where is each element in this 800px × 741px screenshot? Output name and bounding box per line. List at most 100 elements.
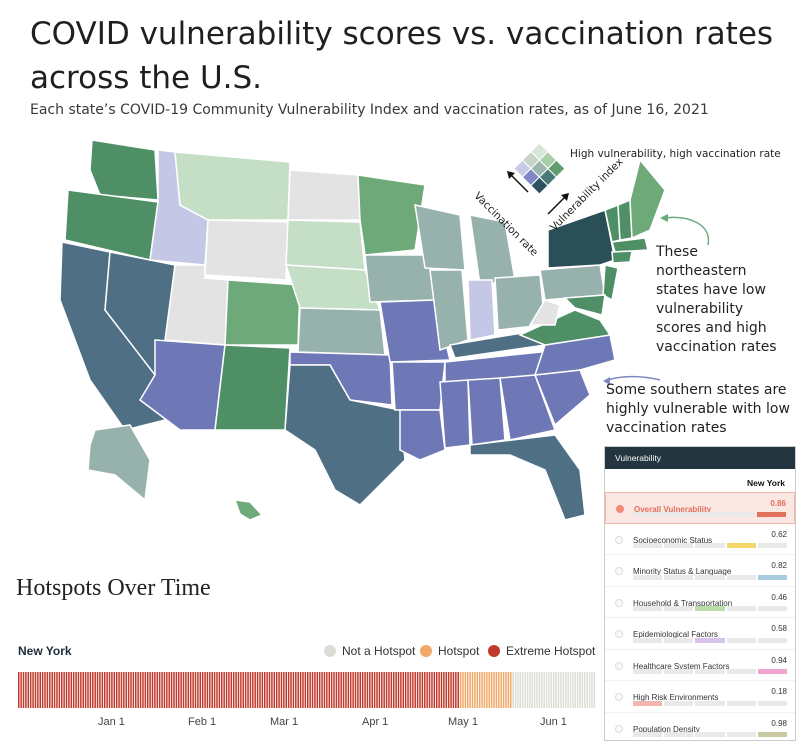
- timeline-day[interactable]: [280, 672, 283, 708]
- timeline-day[interactable]: [553, 672, 555, 708]
- state-pennsylvania[interactable]: [539, 264, 606, 301]
- timeline-day[interactable]: [371, 672, 373, 708]
- timeline-day[interactable]: [400, 672, 402, 708]
- row-radio[interactable]: [615, 661, 623, 670]
- timeline-day[interactable]: [307, 672, 309, 708]
- row-radio[interactable]: [615, 535, 623, 544]
- state-arkansas[interactable]: [391, 361, 446, 411]
- timeline-day[interactable]: [87, 672, 89, 708]
- timeline-day[interactable]: [247, 672, 249, 708]
- timeline-day[interactable]: [252, 672, 254, 708]
- timeline-day[interactable]: [428, 672, 431, 708]
- timeline-day[interactable]: [178, 672, 180, 708]
- timeline-day[interactable]: [502, 672, 505, 708]
- timeline-day[interactable]: [113, 672, 116, 708]
- timeline-day[interactable]: [185, 672, 187, 708]
- timeline-day[interactable]: [218, 672, 221, 708]
- timeline-day[interactable]: [383, 672, 385, 708]
- vulnerability-row[interactable]: Socioeconomic Status 0.62: [605, 524, 795, 555]
- timeline-day[interactable]: [292, 672, 295, 708]
- timeline-day[interactable]: [82, 672, 84, 708]
- state-louisiana[interactable]: [399, 409, 446, 461]
- timeline-day[interactable]: [426, 672, 428, 708]
- hotspot-timeline[interactable]: [18, 672, 596, 708]
- timeline-day[interactable]: [199, 672, 202, 708]
- timeline-day[interactable]: [443, 672, 445, 708]
- vulnerability-row[interactable]: High Risk Environments 0.18: [605, 681, 795, 713]
- timeline-day[interactable]: [455, 672, 457, 708]
- timeline-day[interactable]: [295, 672, 297, 708]
- row-radio[interactable]: [615, 724, 623, 733]
- state-new-york[interactable]: [547, 209, 616, 269]
- timeline-day[interactable]: [507, 672, 510, 708]
- timeline-day[interactable]: [46, 672, 49, 708]
- timeline-day[interactable]: [99, 672, 101, 708]
- timeline-day[interactable]: [123, 672, 125, 708]
- timeline-day[interactable]: [256, 672, 259, 708]
- timeline-day[interactable]: [37, 672, 39, 708]
- timeline-day[interactable]: [268, 672, 271, 708]
- timeline-day[interactable]: [490, 672, 493, 708]
- timeline-day[interactable]: [96, 672, 99, 708]
- timeline-day[interactable]: [349, 672, 352, 708]
- row-radio[interactable]: [615, 630, 623, 638]
- timeline-day[interactable]: [125, 672, 127, 708]
- timeline-day[interactable]: [189, 672, 192, 708]
- timeline-day[interactable]: [424, 672, 426, 708]
- timeline-day[interactable]: [318, 672, 321, 708]
- timeline-day[interactable]: [500, 672, 502, 708]
- state-wisconsin[interactable]: [414, 204, 466, 271]
- row-radio[interactable]: [615, 598, 623, 607]
- timeline-day[interactable]: [223, 672, 225, 708]
- timeline-day[interactable]: [144, 672, 147, 708]
- timeline-day[interactable]: [381, 672, 383, 708]
- timeline-day[interactable]: [221, 672, 223, 708]
- state-connecticut[interactable]: [611, 250, 633, 264]
- timeline-day[interactable]: [438, 672, 440, 708]
- timeline-day[interactable]: [259, 672, 261, 708]
- timeline-day[interactable]: [273, 672, 276, 708]
- timeline-day[interactable]: [359, 672, 362, 708]
- timeline-day[interactable]: [266, 672, 268, 708]
- state-alaska[interactable]: [87, 424, 151, 502]
- timeline-day[interactable]: [163, 672, 166, 708]
- timeline-day[interactable]: [32, 672, 34, 708]
- timeline-day[interactable]: [476, 672, 479, 708]
- timeline-day[interactable]: [376, 672, 378, 708]
- timeline-day[interactable]: [63, 672, 65, 708]
- timeline-day[interactable]: [311, 672, 314, 708]
- timeline-day[interactable]: [564, 672, 567, 708]
- vulnerability-row[interactable]: Overall Vulnerability 0.86: [605, 492, 795, 524]
- timeline-day[interactable]: [531, 672, 533, 708]
- row-radio[interactable]: [615, 567, 623, 575]
- state-utah[interactable]: [164, 264, 229, 346]
- timeline-day[interactable]: [154, 672, 156, 708]
- timeline-day[interactable]: [149, 672, 151, 708]
- timeline-day[interactable]: [60, 672, 63, 708]
- timeline-day[interactable]: [151, 672, 154, 708]
- timeline-day[interactable]: [345, 672, 347, 708]
- timeline-day[interactable]: [244, 672, 247, 708]
- timeline-day[interactable]: [206, 672, 209, 708]
- state-kansas[interactable]: [297, 307, 386, 356]
- timeline-day[interactable]: [452, 672, 455, 708]
- timeline-day[interactable]: [106, 672, 108, 708]
- timeline-day[interactable]: [412, 672, 414, 708]
- state-maine[interactable]: [629, 158, 666, 240]
- timeline-day[interactable]: [555, 672, 557, 708]
- timeline-day[interactable]: [488, 672, 491, 708]
- timeline-day[interactable]: [211, 672, 213, 708]
- timeline-day[interactable]: [161, 672, 163, 708]
- timeline-day[interactable]: [431, 672, 433, 708]
- timeline-day[interactable]: [235, 672, 237, 708]
- vulnerability-row[interactable]: Epidemiological Factors 0.58: [605, 618, 795, 650]
- timeline-day[interactable]: [118, 672, 120, 708]
- timeline-day[interactable]: [524, 672, 526, 708]
- timeline-day[interactable]: [197, 672, 199, 708]
- timeline-day[interactable]: [462, 672, 464, 708]
- timeline-day[interactable]: [166, 672, 168, 708]
- timeline-day[interactable]: [84, 672, 87, 708]
- timeline-day[interactable]: [335, 672, 338, 708]
- timeline-day[interactable]: [419, 672, 421, 708]
- timeline-day[interactable]: [168, 672, 170, 708]
